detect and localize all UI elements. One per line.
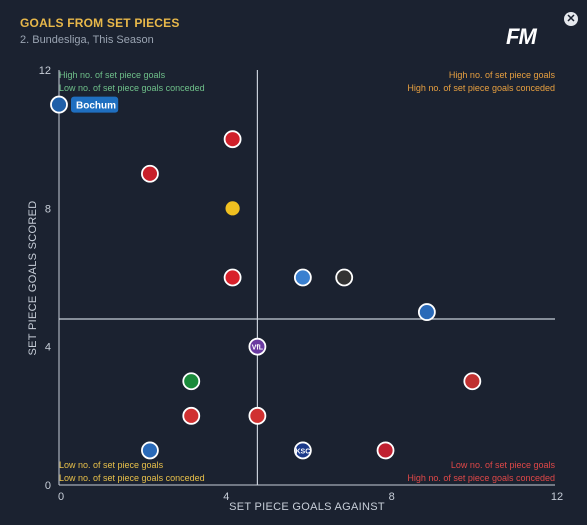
team-crest-point (182, 406, 201, 425)
team-crest-point (141, 441, 159, 460)
quadrant-label-top-left: High no. of set piece goals Low no. of s… (59, 69, 205, 95)
quadrant-label-bottom-right: Low no. of set piece goals High no. of s… (407, 459, 555, 485)
quadrant-label-line: High no. of set piece goals conceded (407, 83, 555, 93)
team-crest-point (223, 130, 242, 149)
team-crest-point (376, 441, 395, 460)
team-highlight-badge (71, 96, 119, 113)
team-crest-point (182, 372, 201, 391)
team-crest-point (293, 441, 312, 460)
quadrant-label-line: Low no. of set piece goals conceded (59, 83, 205, 93)
x-tick-label: 12 (551, 491, 563, 503)
fm-logo: FM (506, 24, 537, 49)
x-tick-label: 4 (223, 491, 229, 503)
close-icon: ✕ (566, 13, 576, 25)
quadrant-label-line: Low no. of set piece goals (59, 460, 164, 470)
team-crest-point (248, 406, 267, 425)
crest-text: VfL (252, 345, 264, 352)
x-tick-label: 8 (389, 491, 395, 503)
quadrant-label-bottom-left: Low no. of set piece goals Low no. of se… (59, 459, 205, 485)
quadrant-label-line: High no. of set piece goals (59, 70, 166, 80)
y-tick-label: 8 (45, 203, 51, 215)
team-crest-point (248, 337, 267, 356)
crest-text: KSC (295, 448, 310, 455)
team-crest-point (335, 268, 354, 287)
team-crest-point (141, 164, 159, 183)
team-highlight-label: Bochum (76, 101, 116, 112)
team-crest-point (417, 303, 436, 321)
x-axis-label: SET PIECE GOALS AGAINST (229, 501, 385, 513)
y-tick-label: 4 (45, 342, 51, 354)
y-axis-label: SET PIECE GOALS SCORED (27, 200, 39, 356)
team-crest-point (293, 268, 312, 287)
quadrant-label-top-right: High no. of set piece goals High no. of … (407, 69, 555, 95)
page-title: GOALS FROM SET PIECES (20, 16, 180, 30)
team-crest-point (50, 95, 68, 114)
quadrant-label-line: High no. of set piece goals conceded (407, 473, 555, 483)
x-tick-label: 0 (58, 491, 64, 503)
team-crest-point (223, 199, 242, 218)
page-subtitle: 2. Bundesliga, This Season (20, 34, 154, 46)
quadrant-label-line: High no. of set piece goals (448, 70, 555, 80)
y-tick-label: 12 (39, 65, 51, 77)
team-crest-point (223, 268, 242, 287)
quadrant-label-line: Low no. of set piece goals conceded (59, 473, 205, 483)
y-tick-label: 0 (45, 480, 51, 492)
quadrant-label-line: Low no. of set piece goals (450, 460, 555, 470)
team-crest-point (463, 372, 482, 391)
close-button[interactable]: ✕ (564, 12, 578, 26)
